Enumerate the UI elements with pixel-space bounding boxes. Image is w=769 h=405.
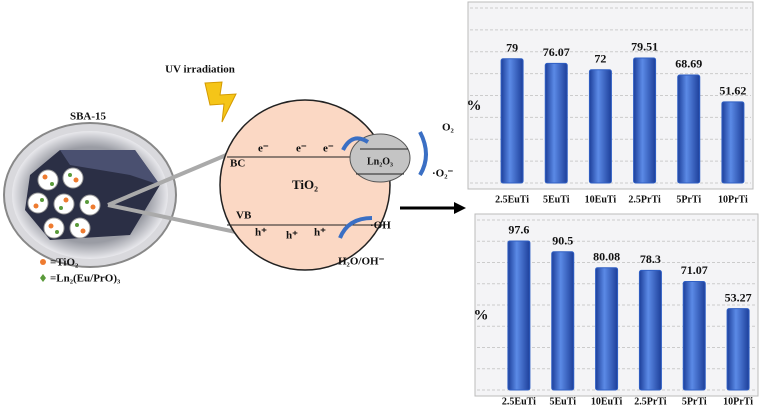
value-label: 72 — [594, 52, 606, 66]
bar — [596, 268, 618, 390]
bar — [678, 75, 700, 183]
bar — [552, 252, 574, 390]
oxygen-label: O₂ — [442, 122, 455, 134]
x-tick-label: 2.5PrTi — [628, 194, 661, 205]
y-axis-label: % — [474, 307, 489, 323]
value-label: 79 — [506, 41, 518, 55]
superoxide-label: ·O₂⁻ — [432, 168, 454, 180]
x-tick-label: 10EuTi — [585, 194, 617, 205]
x-tick-label: 2.5EuTi — [502, 396, 536, 405]
bar — [639, 270, 661, 390]
electron: e⁻ — [296, 143, 307, 155]
value-label: 51.62 — [719, 84, 746, 98]
semiconductor-label: TiO₂ — [292, 177, 318, 192]
y-axis-label: % — [467, 98, 482, 114]
x-tick-label: 5EuTi — [543, 194, 570, 205]
hole: h⁺ — [286, 230, 298, 242]
legend-dot — [40, 259, 46, 265]
bar — [683, 281, 705, 390]
x-tick-label: 10PrTi — [723, 396, 753, 405]
hydroxyl-label: ·OH — [370, 220, 391, 232]
band-label: BC — [230, 158, 245, 170]
arrow-head — [454, 202, 466, 214]
value-label: 78.3 — [640, 252, 661, 266]
value-label: 53.27 — [725, 290, 752, 304]
band-label: VB — [236, 210, 252, 222]
legend-dot — [40, 274, 46, 282]
value-label: 71.07 — [681, 263, 708, 277]
x-tick-label: 10EuTi — [591, 396, 623, 405]
x-tick-label: 5EuTi — [550, 396, 577, 405]
bar — [545, 63, 567, 183]
value-label: 68.69 — [675, 57, 702, 71]
x-tick-label: 2.5PrTi — [634, 396, 667, 405]
bar — [508, 241, 530, 390]
electron: e⁻ — [323, 143, 334, 155]
support-label: SBA-15 — [70, 111, 107, 123]
uv-bolt — [205, 82, 236, 122]
cocatalyst-label: Ln₂O₃ — [367, 156, 393, 167]
reaction-arrow — [420, 132, 426, 175]
sba-particle — [4, 123, 176, 267]
x-tick-label: 5PrTi — [682, 396, 707, 405]
value-label: 76.07 — [543, 45, 570, 59]
value-label: 79.51 — [631, 40, 658, 54]
value-label: 80.08 — [593, 249, 620, 263]
bar — [634, 58, 656, 183]
bar — [589, 70, 611, 183]
x-tick-label: 5PrTi — [676, 194, 701, 205]
legend-text: =TiO₂ — [50, 257, 79, 269]
x-tick-label: 10PrTi — [718, 194, 748, 205]
water-label: H₂O/OH⁻ — [338, 256, 385, 268]
x-tick-label: 2.5EuTi — [495, 194, 529, 205]
hole: h⁺ — [255, 227, 267, 239]
electron: e⁻ — [258, 143, 269, 155]
bar — [727, 309, 749, 390]
bar — [501, 59, 523, 183]
figure: SBA-15 =TiO₂ =Ln₂(Eu/PrO)₃ UV irradiatio… — [0, 0, 769, 405]
value-label: 90.5 — [552, 234, 573, 248]
uv-label: UV irradiation — [165, 64, 235, 76]
hole: h⁺ — [314, 227, 326, 239]
legend-text: =Ln₂(Eu/PrO)₃ — [50, 273, 121, 285]
value-label: 97.6 — [508, 223, 529, 237]
bar — [722, 102, 744, 183]
